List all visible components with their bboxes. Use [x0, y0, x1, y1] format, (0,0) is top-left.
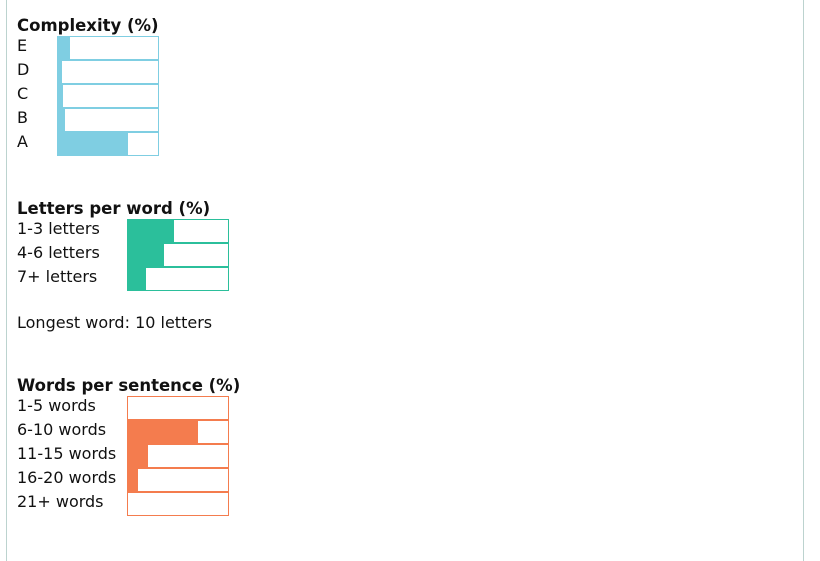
complexity-tick-label: B [17, 108, 28, 127]
words-per-sentence-tick-label: 21+ words [17, 492, 104, 511]
letters-per-word-tick-label: 7+ letters [17, 267, 98, 286]
letters-per-word-bar [128, 220, 174, 242]
words-per-sentence-tick-label: 11-15 words [17, 444, 117, 463]
complexity-bar [58, 61, 62, 83]
words-per-sentence-tick-label: 1-5 words [17, 396, 96, 415]
words-per-sentence-bar [128, 445, 148, 467]
words-per-sentence-bar-track [127, 492, 229, 516]
complexity-bar [58, 133, 128, 155]
words-per-sentence-bar-track [127, 396, 229, 420]
complexity-bar [58, 37, 70, 59]
complexity-bar [58, 85, 63, 107]
letters-per-word-bar-track [127, 267, 229, 291]
words-per-sentence-tick-label: 6-10 words [17, 420, 107, 439]
complexity-bar-track [57, 36, 159, 60]
letters-per-word-tick-label: 1-3 letters [17, 219, 100, 238]
letters-per-word-bar-track [127, 219, 229, 243]
words-per-sentence-bar-track [127, 468, 229, 492]
letters-per-word-bar [128, 244, 164, 266]
words-per-sentence-bar [128, 421, 198, 443]
letters-per-word-bar-track [127, 243, 229, 267]
complexity-bar [58, 109, 65, 131]
complexity-tick-label: A [17, 132, 28, 151]
complexity-bar-track [57, 60, 159, 84]
words-per-sentence-bar-track [127, 444, 229, 468]
letters-per-word-tick-label: 4-6 letters [17, 243, 100, 262]
complexity-title: Complexity (%) [17, 16, 159, 35]
panel-left-border [6, 0, 7, 561]
words-per-sentence-title: Words per sentence (%) [17, 376, 241, 395]
complexity-tick-label: D [17, 60, 30, 79]
letters-per-word-title: Letters per word (%) [17, 199, 211, 218]
words-per-sentence-bar-track [127, 420, 229, 444]
complexity-bar-track [57, 132, 159, 156]
words-per-sentence-tick-label: 16-20 words [17, 468, 117, 487]
panel-right-border [803, 0, 804, 561]
complexity-bar-track [57, 84, 159, 108]
words-per-sentence-bar [128, 469, 138, 491]
letters-per-word-bar [128, 268, 146, 290]
complexity-bar-track [57, 108, 159, 132]
complexity-tick-label: E [17, 36, 28, 55]
longest-word-text: Longest word: 10 letters [17, 313, 213, 332]
complexity-tick-label: C [17, 84, 29, 103]
